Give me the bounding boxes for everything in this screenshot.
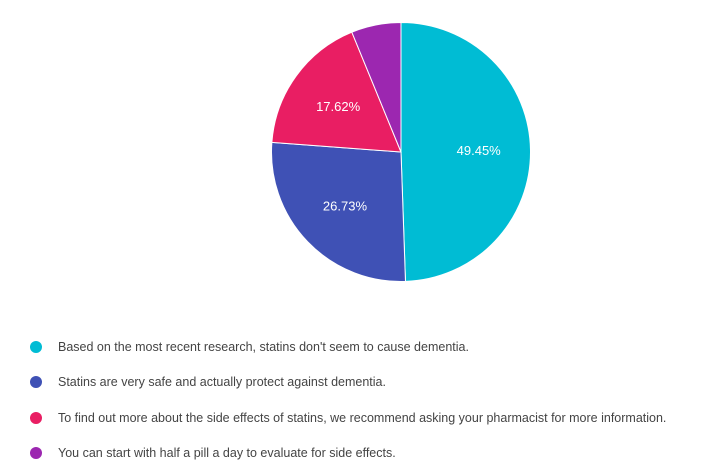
slice-value-label: 26.73% xyxy=(323,198,368,213)
slice-value-label: 17.62% xyxy=(316,99,361,114)
legend-item[interactable]: You can start with half a pill a day to … xyxy=(30,436,666,471)
slice-value-label: 49.45% xyxy=(457,143,502,158)
legend-marker xyxy=(30,447,42,459)
legend-label: Based on the most recent research, stati… xyxy=(58,340,469,354)
legend-item[interactable]: Based on the most recent research, stati… xyxy=(30,329,666,365)
legend-label: Statins are very safe and actually prote… xyxy=(58,375,386,389)
legend-item[interactable]: Statins are very safe and actually prote… xyxy=(30,365,666,401)
legend-item[interactable]: To find out more about the side effects … xyxy=(30,400,666,436)
legend-label: You can start with half a pill a day to … xyxy=(58,446,396,460)
legend-marker xyxy=(30,341,42,353)
legend-label: To find out more about the side effects … xyxy=(58,411,666,425)
legend-marker xyxy=(30,376,42,388)
legend: Based on the most recent research, stati… xyxy=(30,329,666,471)
legend-marker xyxy=(30,412,42,424)
pie-chart: 49.45% 26.73% 17.62% xyxy=(0,0,722,300)
